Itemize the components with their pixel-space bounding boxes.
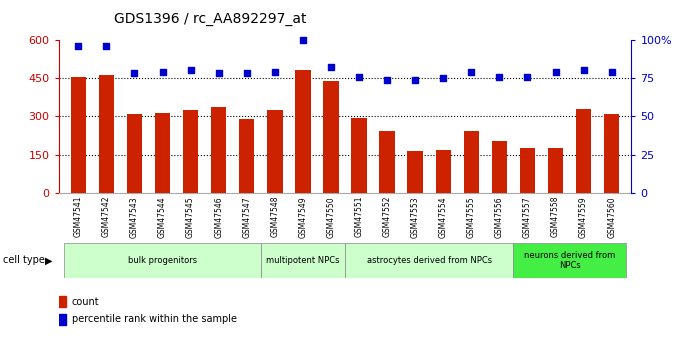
Bar (211, 108, 226, 193)
Text: astrocytes derived from NPCs: astrocytes derived from NPCs (366, 256, 492, 265)
Point (382, 77, 393, 82)
Point (213, 71, 224, 76)
Bar (492, 141, 507, 193)
Text: cell type: cell type (3, 256, 48, 265)
Bar (548, 148, 563, 193)
Point (410, 77, 421, 82)
Text: GDS1396 / rc_AA892297_at: GDS1396 / rc_AA892297_at (114, 12, 306, 26)
Bar (323, 81, 339, 193)
Text: percentile rank within the sample: percentile rank within the sample (72, 314, 237, 324)
Bar (351, 118, 367, 193)
Bar (127, 114, 142, 193)
Point (466, 69, 477, 75)
Point (241, 71, 253, 76)
Text: bulk progenitors: bulk progenitors (128, 256, 197, 265)
Point (578, 68, 589, 73)
Bar (183, 110, 198, 193)
Point (550, 69, 561, 75)
Bar (464, 130, 479, 193)
Point (522, 74, 533, 79)
Point (437, 75, 448, 81)
Point (353, 74, 364, 79)
Point (185, 68, 196, 73)
Bar (345, 243, 513, 278)
Point (269, 69, 280, 75)
Bar (513, 243, 626, 278)
Bar (435, 150, 451, 193)
Bar (295, 70, 310, 193)
Bar (408, 151, 423, 193)
Bar (70, 77, 86, 193)
Bar (520, 148, 535, 193)
Text: multipotent NPCs: multipotent NPCs (266, 256, 339, 265)
Bar (576, 109, 591, 193)
Point (101, 43, 112, 49)
Bar (59, 296, 66, 307)
Bar (239, 119, 255, 193)
Point (326, 65, 337, 70)
Bar (64, 243, 261, 278)
Bar (59, 314, 66, 325)
Bar (380, 130, 395, 193)
Point (494, 74, 505, 79)
Point (129, 71, 140, 76)
Bar (267, 110, 282, 193)
Text: neurons derived from
NPCs: neurons derived from NPCs (524, 251, 615, 270)
Point (157, 69, 168, 75)
Bar (99, 75, 114, 193)
Bar (155, 112, 170, 193)
Bar (604, 114, 620, 193)
Text: ▶: ▶ (45, 256, 52, 265)
Bar (261, 243, 345, 278)
Point (607, 69, 618, 75)
Text: count: count (72, 297, 99, 307)
Point (297, 37, 308, 42)
Point (72, 43, 83, 49)
